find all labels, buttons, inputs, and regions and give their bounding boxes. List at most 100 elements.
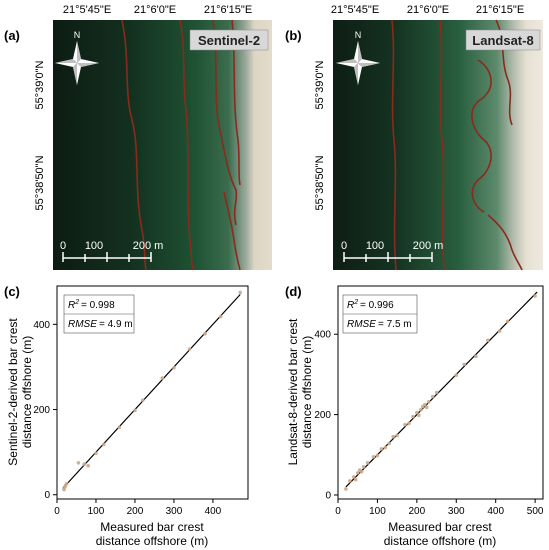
lon-tick-label: 21°6'15"E [204, 4, 252, 16]
north-label: N [74, 30, 81, 40]
data-point [395, 433, 399, 438]
scale-bar [343, 252, 433, 262]
plot-area [56, 285, 249, 500]
data-point [379, 446, 384, 451]
fit-line [62, 294, 241, 489]
data-point [426, 399, 431, 404]
bar-crest-line [179, 19, 194, 271]
data-point [187, 347, 192, 351]
rmse-label: RMSE [68, 319, 97, 330]
panel-label: (d) [285, 284, 302, 299]
data-point [160, 376, 165, 380]
sensor-label: Sentinel-2 [198, 33, 260, 48]
scale-label: 0 [341, 240, 347, 252]
lon-tick-label: 21°5'45"E [331, 4, 379, 16]
data-point [140, 398, 145, 402]
data-point [238, 290, 243, 295]
x-tick-label: 0 [335, 506, 341, 517]
data-point [76, 460, 81, 465]
plot-area [337, 285, 544, 500]
data-point [133, 408, 137, 413]
lat-tick-label: 55°39'0"N [314, 60, 326, 109]
sensor-label-box [189, 29, 269, 51]
data-point [101, 442, 106, 447]
data-point [344, 487, 348, 491]
bar-crest-line [439, 19, 445, 271]
x-tick-label: 100 [88, 506, 105, 517]
rmse-value: = 4.9 m [99, 319, 133, 330]
data-point [353, 477, 358, 482]
lat-tick-label: 55°38'50"N [34, 155, 46, 210]
x-tick-label: 300 [448, 506, 465, 517]
data-point [434, 390, 439, 395]
data-point [422, 402, 427, 407]
sensor-label-box [465, 29, 541, 51]
bar-crest-line [212, 19, 238, 226]
panel-label: (c) [4, 284, 20, 299]
data-point [375, 453, 380, 458]
bar-crest-line [471, 59, 492, 213]
y-tick-label: 400 [314, 330, 331, 341]
data-point [417, 413, 421, 418]
x-tick-label: 0 [54, 506, 60, 517]
data-point [94, 451, 98, 456]
rmse-label: RMSE [347, 319, 376, 330]
scale-label: 0 [60, 240, 66, 252]
satellite-image [333, 20, 543, 270]
data-point [218, 314, 223, 319]
x-tick-label: 400 [487, 506, 504, 517]
scatter-panel-d: (d) 0 100 200 300 400 500 0 200 400 R2 = 0.996 R… [285, 284, 544, 548]
data-point [348, 479, 352, 483]
x-tick-label: 100 [369, 506, 386, 517]
y-tick-label: 0 [44, 490, 50, 501]
r2-label: R2 [347, 299, 358, 311]
x-axis-label: Measured bar crest distance offshore (m) [96, 520, 209, 548]
scatter-panel-c: (c) 0 100 200 300 400 0 200 400 R2 = 0.998 RMSE… [4, 284, 249, 548]
bar-crest-line [487, 214, 523, 271]
bar-crest-line [121, 19, 147, 271]
panel-label: (a) [4, 28, 20, 43]
r2-label: R2 [68, 299, 79, 311]
scatter-marks: 0 100 200 300 400 0 200 400 [33, 290, 243, 517]
data-point [462, 362, 466, 367]
x-tick-label: 300 [166, 506, 183, 517]
scale-bar [62, 252, 152, 262]
data-point [497, 329, 502, 333]
data-point [371, 455, 376, 459]
bar-crest-line [391, 19, 397, 271]
data-point [172, 365, 176, 370]
data-point [424, 405, 429, 410]
data-point [391, 434, 395, 439]
data-point [387, 441, 392, 446]
y-axis-label: Landsat-8-derived bar crestdistance offs… [286, 318, 314, 465]
scale-label: 200 m [413, 240, 444, 252]
data-point [403, 422, 407, 427]
y-tick-label: 0 [325, 490, 331, 501]
data-point [430, 394, 435, 399]
north-arrow-icon [336, 41, 380, 85]
data-point [359, 469, 364, 474]
r2-value: = 0.998 [81, 300, 115, 311]
x-tick-label: 200 [409, 506, 426, 517]
data-point [411, 414, 415, 419]
y-tick-label: 200 [33, 405, 50, 416]
scatter-marks: 0 100 200 300 400 500 0 200 400 [314, 291, 544, 517]
scale-label: 200 m [133, 240, 164, 252]
scale-label: 100 [85, 240, 103, 252]
data-point [82, 462, 87, 466]
data-point [407, 421, 411, 426]
bar-crest-line [223, 191, 241, 271]
y-tick-label: 400 [33, 320, 50, 331]
scale-label: 100 [366, 240, 384, 252]
r2-value: = 0.996 [360, 300, 394, 311]
data-point [365, 461, 370, 465]
x-axis-label: Measured bar crest distance offshore (m) [384, 520, 497, 548]
panel-label: (b) [285, 28, 302, 43]
lon-tick-label: 21°6'0"E [134, 4, 176, 16]
lat-tick-label: 55°39'0"N [34, 60, 46, 109]
data-point [86, 463, 90, 468]
y-tick-label: 200 [314, 410, 331, 421]
data-point [203, 331, 207, 336]
data-point [383, 445, 388, 450]
